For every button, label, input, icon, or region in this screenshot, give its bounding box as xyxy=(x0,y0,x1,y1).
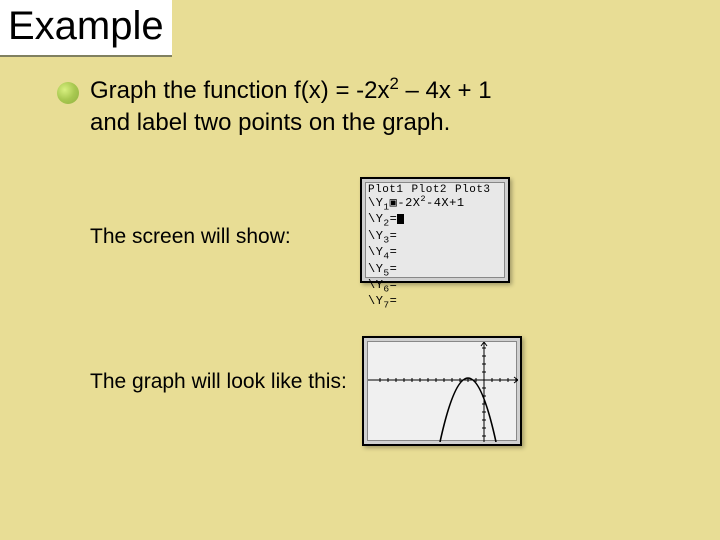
calc-row-y3: \Y3= xyxy=(368,230,502,246)
graph-svg xyxy=(368,342,518,442)
title-bar: Example xyxy=(0,0,172,57)
problem-text: Graph the function f(x) = -2x2 – 4x + 1 … xyxy=(90,75,492,140)
calc-row-y4: \Y4= xyxy=(368,246,502,262)
graph-display xyxy=(367,341,517,441)
parabola-curve xyxy=(440,378,496,442)
calculator-graph-screen xyxy=(362,336,522,446)
calc-row-y6: \Y6= xyxy=(368,279,502,295)
caption-graph: The graph will look like this: xyxy=(90,370,347,394)
problem-line2: and label two points on the graph. xyxy=(90,109,450,136)
caption-screen: The screen will show: xyxy=(90,225,291,249)
bullet-icon xyxy=(57,82,79,104)
calculator-yequals-screen: Plot1 Plot2 Plot3 \Y1▣-2X2-4X+1 \Y2= \Y3… xyxy=(360,177,510,283)
calc-row-y2: \Y2= xyxy=(368,213,502,229)
calc-row-y5: \Y5= xyxy=(368,263,502,279)
problem-exponent: 2 xyxy=(389,74,398,93)
calc-row-y1: \Y1▣-2X2-4X+1 xyxy=(368,197,502,213)
plot3-label: Plot3 xyxy=(455,184,491,196)
calculator-display: Plot1 Plot2 Plot3 \Y1▣-2X2-4X+1 \Y2= \Y3… xyxy=(365,182,505,278)
problem-line1-a: Graph the function f(x) = -2x xyxy=(90,77,389,104)
page-title: Example xyxy=(8,4,164,48)
plot1-label: Plot1 xyxy=(368,184,404,196)
calc-row-y7: \Y7= xyxy=(368,295,502,311)
problem-line1-b: – 4x + 1 xyxy=(399,77,492,104)
cursor-icon xyxy=(397,214,404,224)
plot2-label: Plot2 xyxy=(412,184,448,196)
